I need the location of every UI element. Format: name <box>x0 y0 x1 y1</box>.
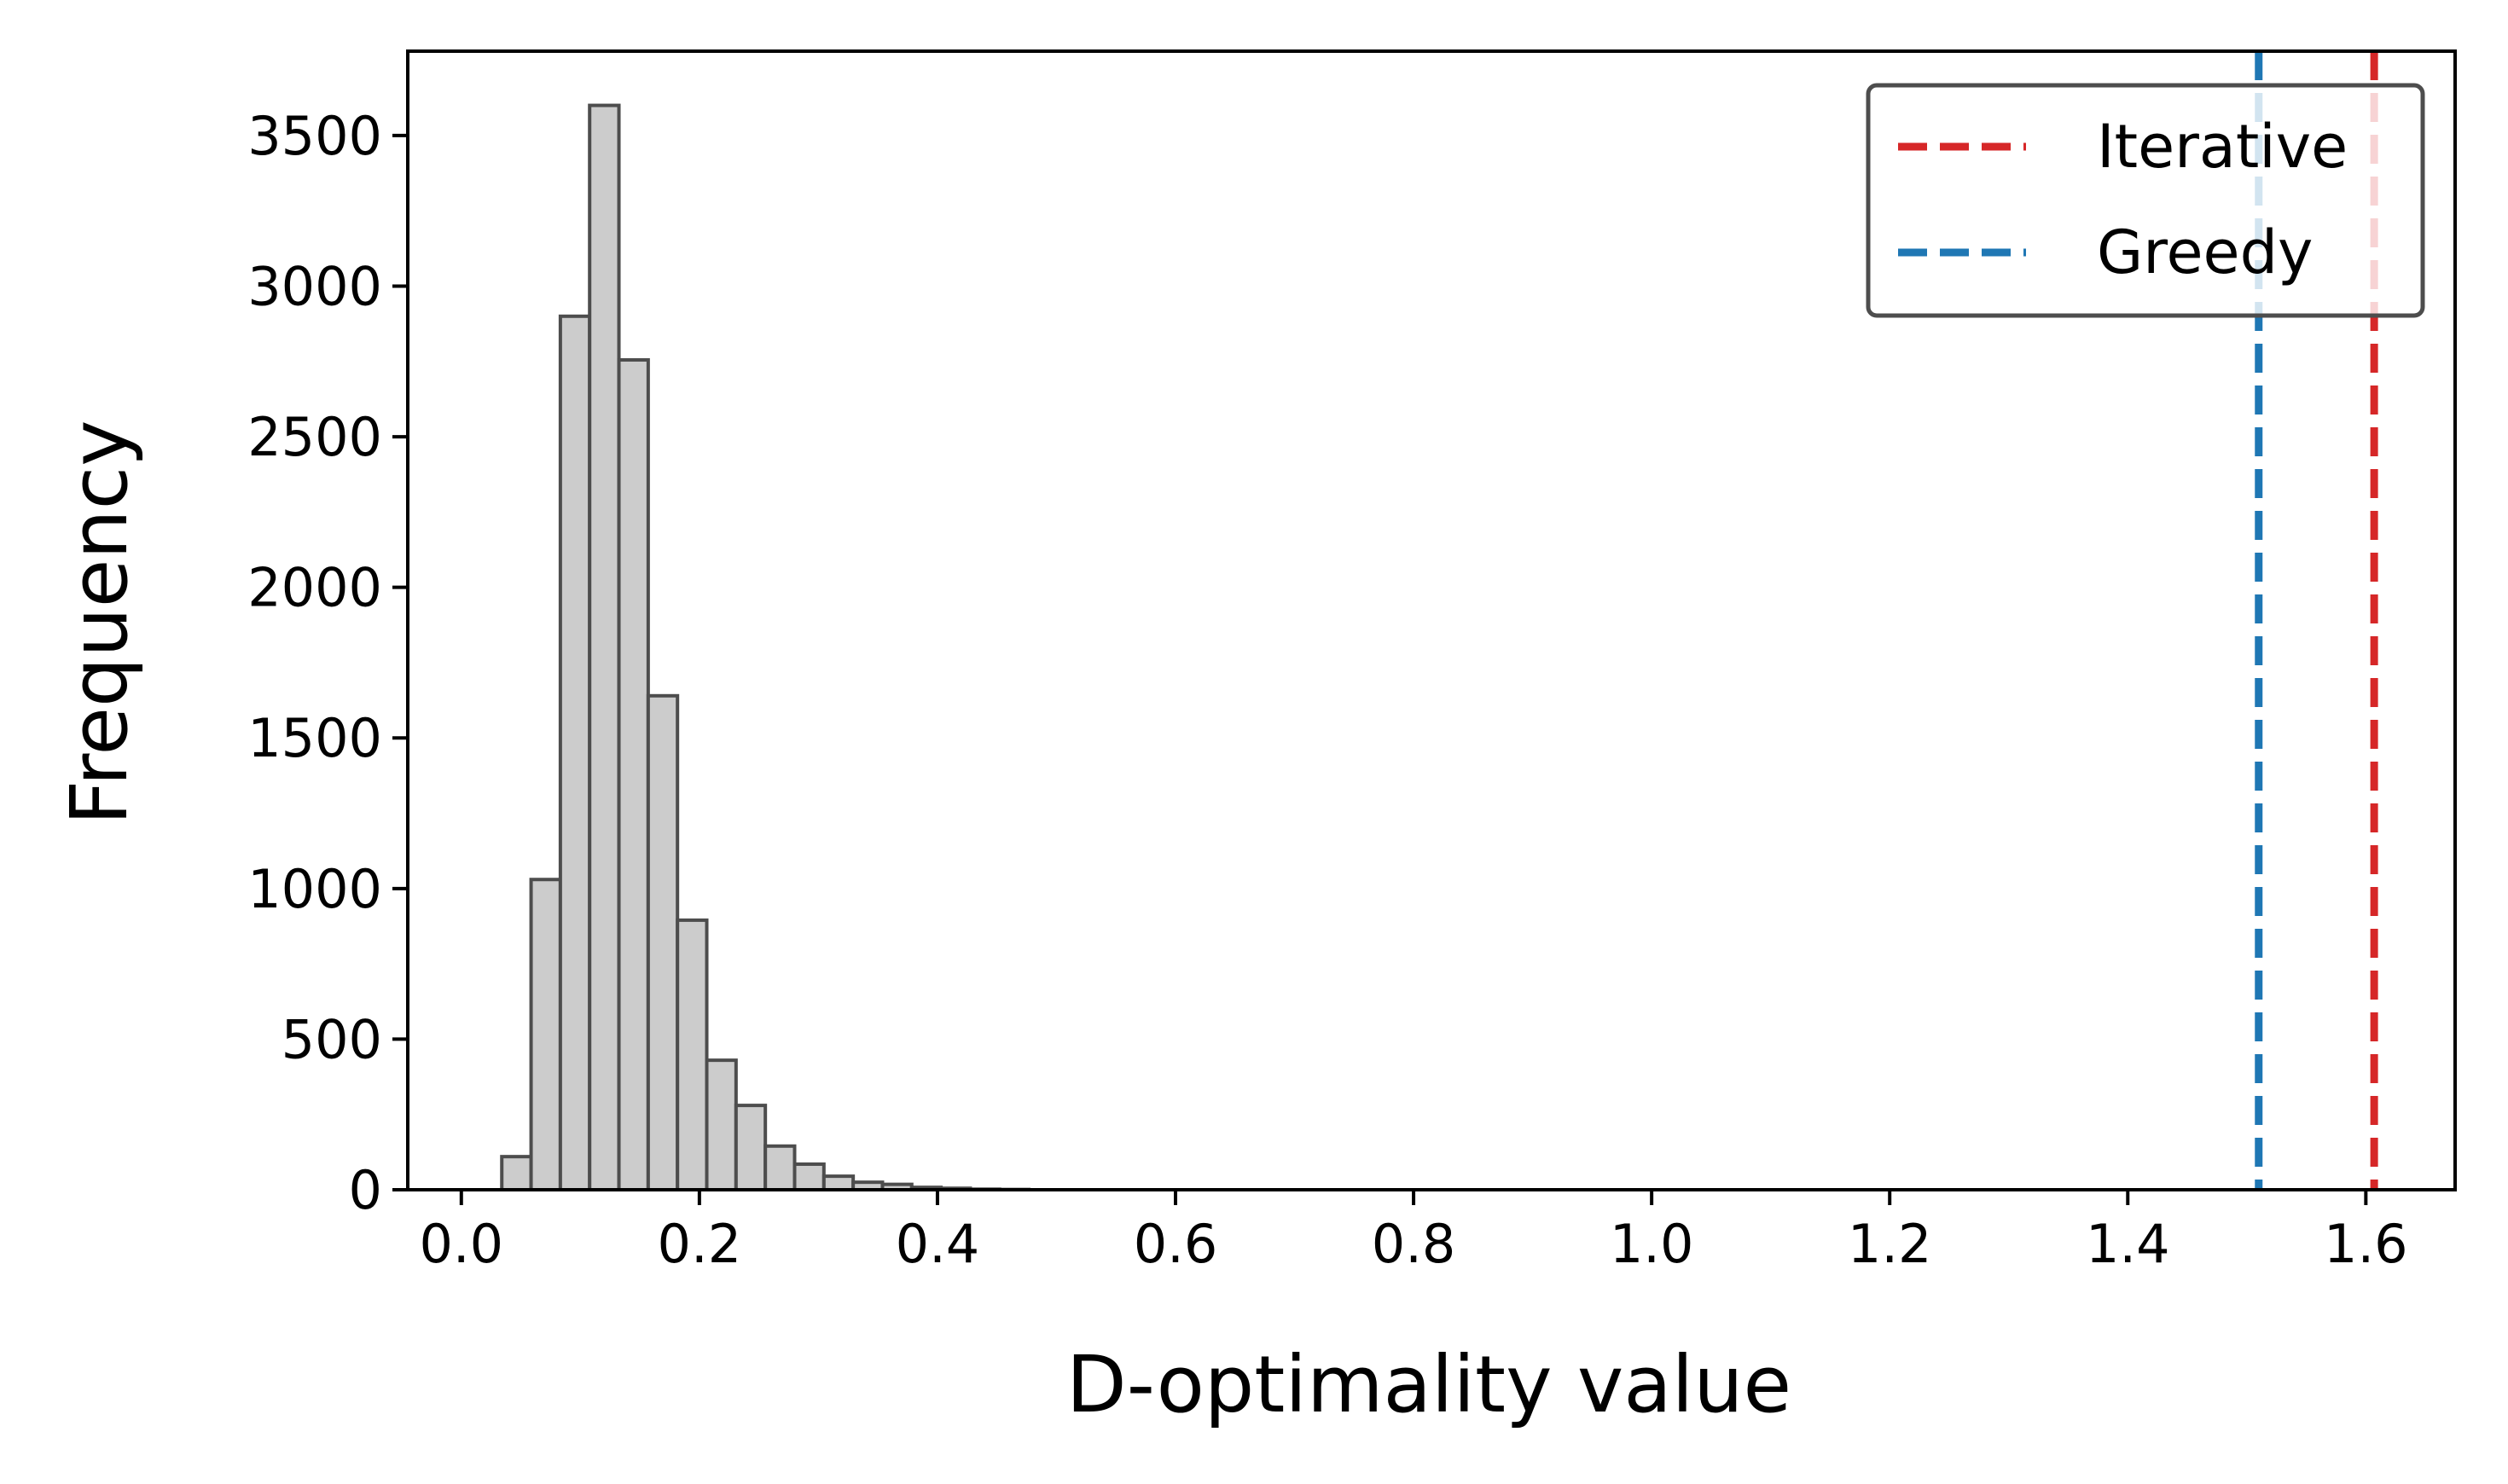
y-tick-label: 1000 <box>247 858 382 920</box>
histogram-bar-10 <box>763 1144 797 1191</box>
histogram-bars <box>500 103 1031 1192</box>
x-tick-label: 0.4 <box>896 1213 980 1275</box>
plot-frame <box>406 49 2457 1191</box>
x-axis-title: D-optimality value <box>1066 1339 1791 1430</box>
y-axis-title: Frequency <box>54 420 145 825</box>
legend-label-iterative: Iterative <box>2097 112 2348 182</box>
legend: Iterative Greedy <box>1866 83 2425 318</box>
histogram-bar-2 <box>529 878 562 1191</box>
x-tick-label: 1.6 <box>2324 1213 2408 1275</box>
x-tick-label: 0.8 <box>1372 1213 1456 1275</box>
x-tick-label: 0.0 <box>419 1213 503 1275</box>
histogram-bar-12 <box>821 1174 856 1192</box>
x-tick-label: 1.4 <box>2086 1213 2170 1275</box>
histogram-bar-5 <box>617 358 650 1191</box>
histogram-bar-4 <box>588 103 621 1192</box>
x-tick-label: 0.2 <box>658 1213 742 1275</box>
y-axis-ticks: 0 500 1000 1500 2000 2500 3000 3500 <box>247 105 408 1221</box>
y-tick-label: 1500 <box>247 707 382 769</box>
y-tick-label: 3500 <box>247 105 382 167</box>
x-tick-label: 1.2 <box>1848 1213 1932 1275</box>
histogram-bar-9 <box>734 1104 768 1191</box>
x-tick-label: 0.6 <box>1134 1213 1218 1275</box>
y-tick-label: 2500 <box>247 406 382 468</box>
histogram-bar-3 <box>558 314 592 1191</box>
x-axis-ticks: 0.0 0.2 0.4 0.6 0.8 1.0 1.2 1.4 1.6 <box>419 1190 2408 1275</box>
y-tick-label: 2000 <box>247 557 382 619</box>
y-tick-label: 0 <box>349 1159 382 1221</box>
x-tick-label: 1.0 <box>1610 1213 1694 1275</box>
y-tick-label: 500 <box>282 1008 382 1070</box>
legend-label-greedy: Greedy <box>2097 217 2313 287</box>
histogram-bar-7 <box>676 918 709 1191</box>
histogram-bar-6 <box>646 693 680 1191</box>
y-tick-label: 3000 <box>247 255 382 317</box>
histogram-bar-8 <box>705 1058 738 1191</box>
histogram-bar-1 <box>500 1155 533 1191</box>
histogram-bar-11 <box>792 1162 826 1191</box>
